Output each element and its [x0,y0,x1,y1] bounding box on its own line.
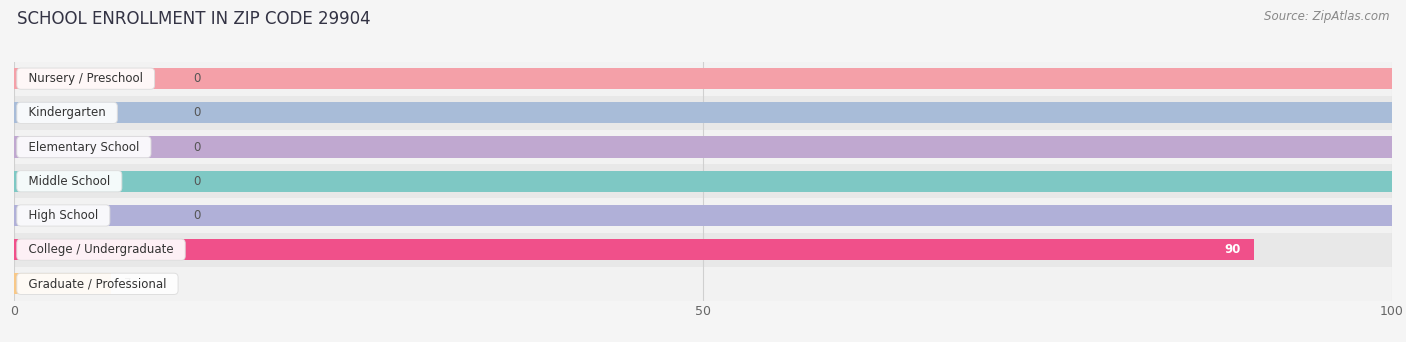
Bar [14,130,1392,164]
Text: High School: High School [21,209,105,222]
Text: College / Undergraduate: College / Undergraduate [21,243,181,256]
Text: 7: 7 [124,277,132,290]
Text: Graduate / Professional: Graduate / Professional [21,277,174,290]
Bar [14,164,1392,198]
Bar [14,136,1392,158]
Text: Middle School: Middle School [21,175,118,188]
Text: Kindergarten: Kindergarten [21,106,114,119]
Text: 0: 0 [193,175,201,188]
Bar [14,171,1392,192]
Text: SCHOOL ENROLLMENT IN ZIP CODE 29904: SCHOOL ENROLLMENT IN ZIP CODE 29904 [17,10,371,28]
Text: 0: 0 [193,72,201,85]
Text: 0: 0 [193,209,201,222]
Bar [14,267,1392,301]
Bar [14,205,1392,226]
Bar [14,102,1392,123]
Text: Source: ZipAtlas.com: Source: ZipAtlas.com [1264,10,1389,23]
Text: Elementary School: Elementary School [21,141,146,154]
Bar [14,239,1254,260]
Bar [14,273,111,294]
Bar [14,68,1392,89]
Text: 0: 0 [193,141,201,154]
Text: 0: 0 [193,106,201,119]
Bar [14,96,1392,130]
Bar [14,198,1392,233]
Bar [14,62,1392,96]
Text: 90: 90 [1225,243,1240,256]
Bar [14,233,1392,267]
Text: Nursery / Preschool: Nursery / Preschool [21,72,150,85]
